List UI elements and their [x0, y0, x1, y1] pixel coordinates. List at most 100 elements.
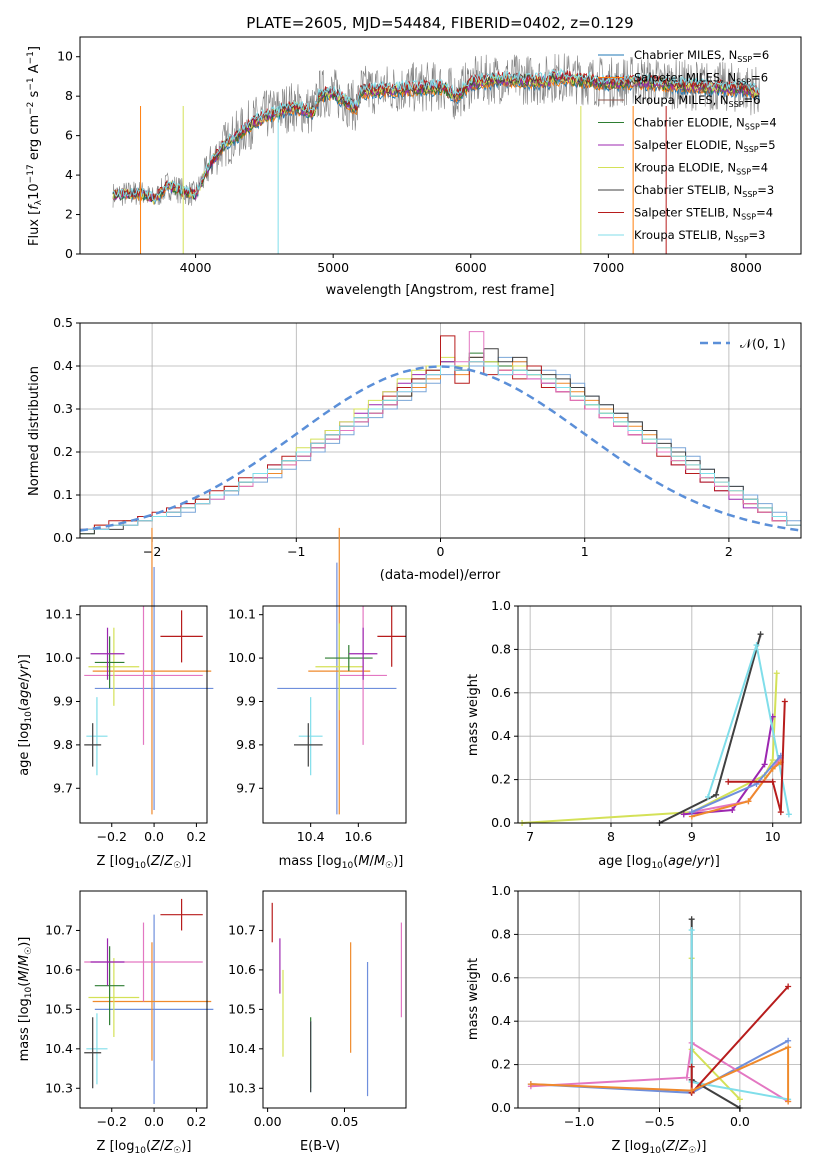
weight-series-line [530, 1045, 790, 1102]
spectrum-y-tick-label: 6 [65, 128, 73, 143]
spectrum-y-tick-label: 2 [65, 207, 73, 222]
residual-y-tick-label: 0.3 [53, 401, 73, 416]
z_mass-y-tick-label: 10.5 [45, 1001, 73, 1016]
z_weight-x-tick-label: −0.5 [644, 1114, 674, 1129]
age_weight-x-tick-label: 8 [607, 829, 615, 844]
z_age-x-tick-label: 0.0 [144, 829, 164, 844]
residual-legend: 𝒩(0, 1) [700, 336, 786, 351]
age_weight-y-tick-label: 0.8 [491, 641, 511, 656]
spectrum-y-label: Flux [fλ10−17 erg cm−2 s−1 A−1] [26, 46, 44, 246]
weight-marker [785, 811, 792, 818]
weight-marker [688, 916, 695, 923]
weight-marker [688, 1087, 695, 1094]
legend-label: Chabrier STELIB, NSSP=3 [634, 183, 774, 199]
weight-marker [761, 761, 768, 768]
age-weight-y-label: mass weight [466, 674, 481, 756]
z_age-y-tick-label: 9.8 [53, 737, 73, 752]
weight-marker [781, 698, 788, 705]
ebv_mass-axes-frame [262, 890, 407, 1109]
z_age-y-tick-label: 10.0 [45, 650, 73, 665]
z_mass-x-tick-label: 0.0 [144, 1114, 164, 1129]
weight-marker [785, 1037, 792, 1044]
z-age-x-label: Z [log10(Z/Z☉)] [97, 854, 192, 871]
legend-label-normal: 𝒩(0, 1) [740, 336, 786, 351]
age-weight-x-label: age [log10(age/yr)] [598, 854, 720, 871]
weight-marker [688, 927, 695, 934]
age_weight-y-tick-label: 0.4 [491, 728, 511, 743]
weight-marker [688, 1063, 695, 1070]
spectrum-x-tick-label: 5000 [317, 260, 349, 275]
ebv_mass-y-tick-label: 10.3 [228, 1080, 256, 1095]
mass_age-axes-frame [262, 605, 407, 824]
legend-label: Chabrier MILES, NSSP=6 [634, 48, 769, 64]
spectrum-x-label: wavelength [Angstrom, rest frame] [326, 283, 555, 298]
residual-panel: −2 −1 0 1 20.00.10.20.30.40.5 𝒩(0, 1) (data-… [27, 315, 802, 583]
spectrum-series [112, 53, 760, 254]
z_mass-axes-frame [79, 890, 208, 1109]
age_weight-y-tick-label: 1.0 [491, 598, 511, 613]
mass_age-y-tick-label: 9.7 [236, 780, 256, 795]
z_mass-x-tick-label: 0.2 [186, 1114, 206, 1129]
weight-series-line [530, 1041, 789, 1103]
model-spectrum-line [112, 67, 760, 203]
weight-marker [769, 757, 776, 764]
legend-label: Kroupa ELODIE, NSSP=4 [634, 161, 768, 177]
age_weight-x-tick-label: 10 [765, 829, 781, 844]
z_age-y-tick-label: 10.1 [45, 607, 73, 622]
z_age-x-tick-label: 0.2 [186, 829, 206, 844]
ebv-mass-panel: 0.00 0.05 10.3 10.4 10.5 10.6 10.7 [228, 890, 407, 1129]
spectrum-x-tick-label: 8000 [730, 260, 762, 275]
z_weight-y-tick-label: 0.2 [491, 1057, 511, 1072]
model-spectrum-line [112, 68, 760, 201]
weight-marker [785, 1098, 792, 1105]
residual-histograms [79, 331, 802, 538]
residual-y-tick-label: 0.1 [53, 487, 73, 502]
spectrum-panel: PLATE=2605, MJD=54484, FIBERID=0402, z=0… [26, 14, 802, 298]
residual-y-tick-label: 0.4 [53, 358, 73, 373]
age_weight-axes-frame [517, 605, 802, 824]
weight-marker [729, 806, 736, 813]
spectrum-x-tick-label: 7000 [592, 260, 624, 275]
weight-marker [527, 1081, 534, 1088]
spectrum-x-tick-label: 6000 [455, 260, 487, 275]
z-age-y-label: age [log10(age/yr)] [17, 654, 34, 776]
weight-marker [753, 642, 760, 649]
weight-marker [785, 983, 792, 990]
weight-marker [777, 809, 784, 816]
residual-y-label: Normed distribution [27, 366, 42, 496]
age_weight-y-tick-label: 0.0 [491, 815, 511, 830]
mass_age-x-tick-label: 10.4 [297, 829, 325, 844]
mass_age-y-tick-label: 9.9 [236, 693, 256, 708]
residual-y-tick-label: 0.0 [53, 530, 73, 545]
z_age-y-tick-label: 9.9 [53, 693, 73, 708]
mass_age-y-tick-label: 10.0 [228, 650, 256, 665]
weight-marker [683, 1074, 690, 1081]
weight-marker [785, 1044, 792, 1051]
legend-label: Salpeter ELODIE, NSSP=5 [634, 138, 776, 154]
age_weight-y-tick-label: 0.6 [491, 685, 511, 700]
legend-label: Salpeter MILES, NSSP=6 [634, 71, 768, 87]
spectrum-y-tick-label: 0 [65, 246, 73, 261]
ebv_mass-x-tick-label: 0.00 [254, 1114, 282, 1129]
legend-label: Chabrier ELODIE, NSSP=4 [634, 116, 777, 132]
ebv_mass-x-tick-label: 0.05 [331, 1114, 359, 1129]
z_age-y-tick-label: 9.7 [53, 780, 73, 795]
weight-marker [736, 1096, 743, 1103]
age-weight-panel: 7 8 9 10 0.0 0.2 0.4 0.6 0.8 1.0 [491, 598, 802, 844]
residual-x-tick-label: 0 [437, 544, 445, 559]
spectrum-axes-frame [79, 36, 802, 255]
mass-age-panel: 10.4 10.6 9.7 9.8 9.9 10.0 10.1 [228, 527, 407, 844]
z_mass-x-tick-label: −0.2 [97, 1114, 127, 1129]
weight-marker [680, 811, 687, 818]
z_weight-y-tick-label: 0.0 [491, 1100, 511, 1115]
z-weight-x-label: Z [log10(Z/Z☉)] [612, 1139, 707, 1156]
mass_age-y-tick-label: 10.1 [228, 607, 256, 622]
weight-marker [688, 809, 695, 816]
residual-x-tick-label: 2 [725, 544, 733, 559]
spectrum-y-tick-label: 8 [65, 88, 73, 103]
z_weight-x-tick-label: −1.0 [564, 1114, 594, 1129]
mass_age-y-tick-label: 9.8 [236, 737, 256, 752]
z_age-x-tick-label: −0.2 [97, 829, 127, 844]
z-mass-y-label: mass [log10(M/M☉)] [17, 937, 34, 1062]
ebv_mass-y-tick-label: 10.4 [228, 1041, 256, 1056]
